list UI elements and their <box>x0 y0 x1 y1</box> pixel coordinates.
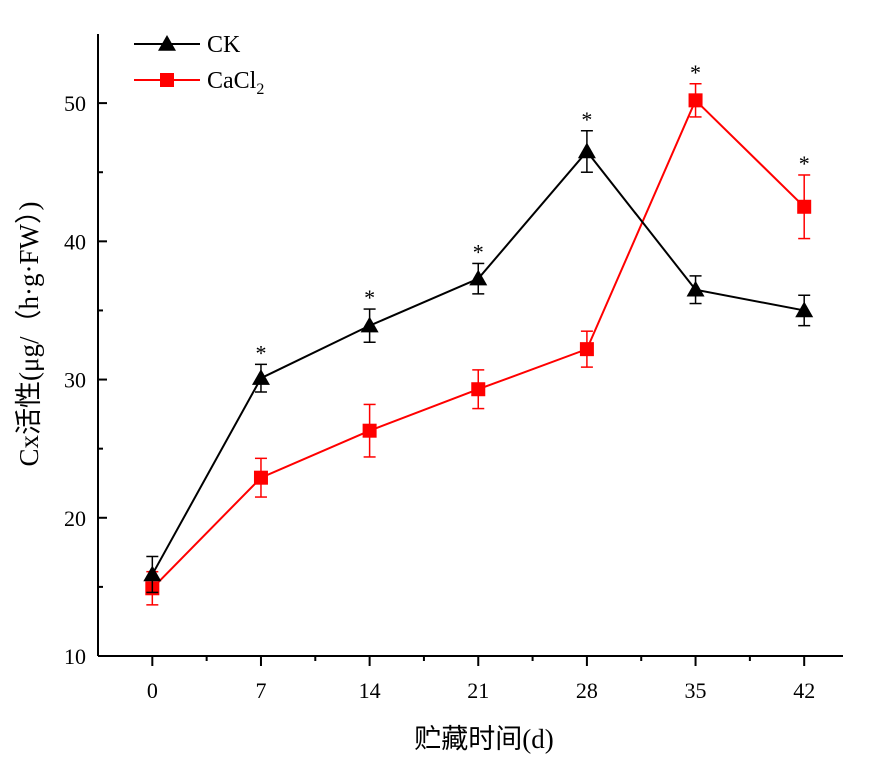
series-line <box>151 98 805 589</box>
data-point <box>797 199 812 214</box>
data-point <box>795 301 814 318</box>
x-tick-label: 7 <box>255 678 266 703</box>
y-tick-label: 20 <box>64 506 86 531</box>
data-point <box>360 316 379 333</box>
data-point <box>577 142 596 159</box>
y-tick-label: 10 <box>64 644 86 669</box>
legend-label-subscript: 2 <box>256 81 264 98</box>
legend-marker <box>158 35 176 51</box>
data-point <box>469 269 488 286</box>
x-tick-label: 42 <box>793 678 815 703</box>
data-point <box>686 280 705 297</box>
series-cacl2: ** <box>145 60 812 606</box>
significance-mark: * <box>799 151 810 176</box>
legend-item: CaCl2 <box>134 68 264 98</box>
data-point <box>688 93 703 108</box>
x-tick-label: 0 <box>147 678 158 703</box>
x-tick-label: 28 <box>576 678 598 703</box>
y-tick-label: 50 <box>64 91 86 116</box>
significance-mark: * <box>364 285 375 310</box>
legend-item: CK <box>134 32 241 58</box>
data-point <box>251 369 270 385</box>
data-point <box>362 423 377 438</box>
series-ck: * * * * <box>143 107 814 594</box>
significance-mark: * <box>690 60 701 85</box>
legend-label: CaCl2 <box>207 68 264 98</box>
data-point <box>471 382 486 397</box>
x-tick-label: 35 <box>685 678 707 703</box>
legend-label: CK <box>207 32 241 58</box>
significance-mark: * <box>581 107 592 132</box>
y-axis-title: Cx活性(μg/（h·g·FW）) <box>14 202 44 467</box>
data-point <box>143 565 162 582</box>
legend: CK CaCl2 <box>134 32 264 98</box>
legend-marker <box>160 73 174 87</box>
series-line <box>151 149 805 575</box>
data-point <box>253 470 268 485</box>
y-tick-label: 40 <box>64 229 86 254</box>
axes: 10 20 30 40 50 0 7 14 21 28 35 42 <box>64 34 843 703</box>
data-point <box>579 342 594 357</box>
y-tick-label: 30 <box>64 368 86 393</box>
x-tick-label: 21 <box>467 678 489 703</box>
significance-mark: * <box>473 239 484 264</box>
series-layer: ****** <box>143 60 814 606</box>
x-tick-label: 14 <box>359 678 381 703</box>
x-axis-title: 贮藏时间(d) <box>414 724 553 754</box>
significance-mark: * <box>255 340 266 365</box>
